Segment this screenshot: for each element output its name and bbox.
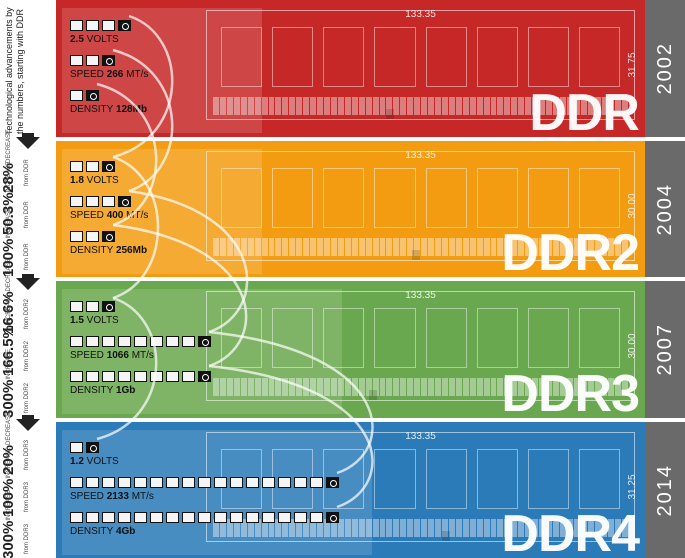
left-title: Technological advancements by the number… [4,6,52,136]
dimm-width: 133.35 [401,431,440,442]
stat-density: DENSITY 128Mb [70,90,254,115]
stat-density: DENSITY 1Gb [70,371,334,396]
stat-volts: 1.5 VOLTS [70,301,334,326]
year-label: 2007 [654,323,677,376]
panel-ddr: 2002DDR133.3531.752.5 VOLTSSPEED 266 MT/… [56,0,685,137]
dimm-width: 133.35 [401,290,440,301]
dimm-ddr: 133.35 31.75 [206,10,635,120]
dimm-height: 30.00 [627,193,638,218]
arrow-ddr4 [22,415,34,421]
dimm-chips [221,27,620,87]
statbox-ddr4: 1.2 VOLTS SPEED 2133 MT/s DENSITY 4Gb [62,430,372,555]
arrow-ddr2 [22,133,34,139]
statbox-ddr: 2.5 VOLTS SPEED 266 MT/s DENSITY 128Mb [62,8,262,133]
left-column: Technological advancements by the number… [0,0,56,558]
dimm-notch [369,390,377,400]
year-label: 2002 [654,42,677,95]
dimm-chips [221,168,620,228]
panel-ddr2: 2004DDR2133.3530.001.8 VOLTSSPEED 400 MT… [56,141,685,278]
year-label: 2014 [654,464,677,517]
stat-volts: 2.5 VOLTS [70,20,254,45]
dimm-notch [386,109,394,119]
pct-ddr4-2: 300%INCREASEfrom DDR3 [0,519,56,558]
dimm-ddr2: 133.35 30.00 [206,151,635,261]
panel-ddr4: 2014DDR4133.3531.251.2 VOLTSSPEED 2133 M… [56,422,685,558]
dimm-pins [213,97,628,115]
dimm-pins [213,238,628,256]
year-ddr4: 2014 [645,422,685,558]
stat-speed: SPEED 1066 MT/s [70,336,334,361]
stat-speed: SPEED 2133 MT/s [70,477,364,502]
dimm-notch [412,250,420,260]
statbox-ddr2: 1.8 VOLTS SPEED 400 MT/s DENSITY 256Mb [62,149,262,274]
statbox-ddr3: 1.5 VOLTS SPEED 1066 MT/s DENSITY 1Gb [62,289,342,414]
year-label: 2004 [654,183,677,236]
dimm-notch [442,531,450,541]
stat-volts: 1.2 VOLTS [70,442,364,467]
panels-container: 2002DDR133.3531.752.5 VOLTSSPEED 266 MT/… [56,0,685,558]
dimm-width: 133.35 [401,150,440,161]
panel-ddr3: 2007DDR3133.3530.001.5 VOLTSSPEED 1066 M… [56,281,685,418]
stat-speed: SPEED 400 MT/s [70,196,254,221]
dimm-height: 30.00 [627,333,638,358]
dimm-width: 133.35 [401,9,440,20]
stat-density: DENSITY 4Gb [70,512,364,537]
stat-speed: SPEED 266 MT/s [70,55,254,80]
dimm-height: 31.75 [627,52,638,77]
dimm-height: 31.25 [627,474,638,499]
arrow-ddr3 [22,274,34,280]
year-ddr3: 2007 [645,281,685,418]
year-ddr2: 2004 [645,141,685,278]
stat-volts: 1.8 VOLTS [70,161,254,186]
year-ddr: 2002 [645,0,685,137]
infographic-root: Technological advancements by the number… [0,0,685,558]
stat-density: DENSITY 256Mb [70,231,254,256]
